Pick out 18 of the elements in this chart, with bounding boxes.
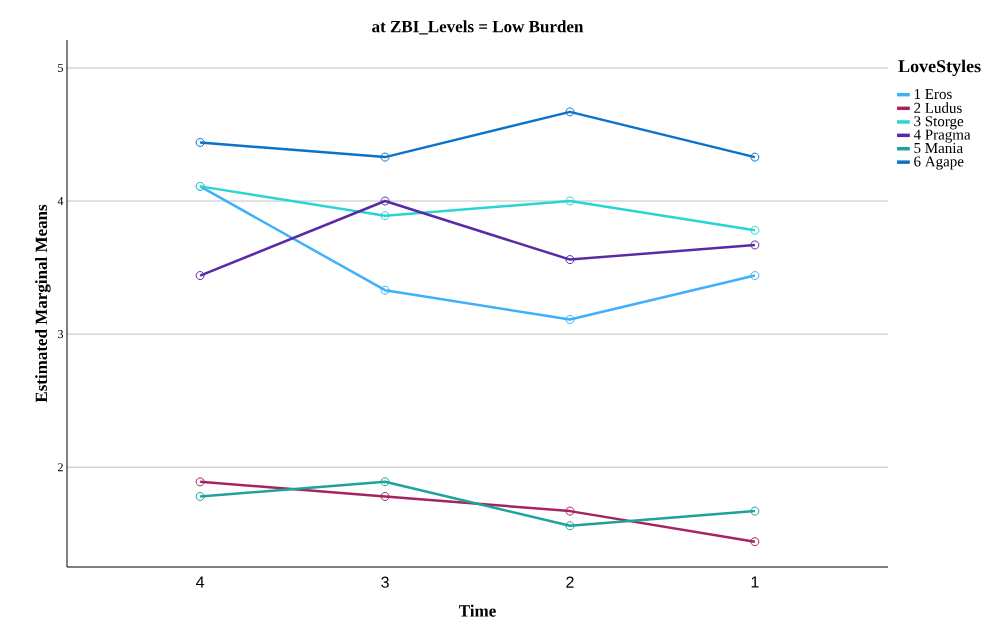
x-tick-label: 3: [381, 576, 389, 588]
x-tick-label: 1: [751, 576, 759, 588]
y-tick-label: 3: [58, 330, 64, 339]
legend-label: 6 Agape: [914, 156, 964, 170]
chart-title: at ZBI_Levels = Low Burden: [372, 20, 584, 35]
y-tick-label: 2: [58, 463, 63, 472]
y-axis-title: Estimated Marginal Means: [35, 204, 51, 403]
legend-title: LoveStyles: [898, 59, 981, 76]
x-axis-title: Time: [459, 604, 496, 617]
x-tick-label: 4: [196, 576, 205, 588]
legend-label: 1 Eros: [914, 88, 952, 100]
legend-label: 3 Storge: [914, 116, 964, 130]
y-tick-label: 4: [57, 197, 64, 205]
x-tick-label: 2: [566, 576, 574, 588]
legend-label: 2 Ludus: [914, 102, 962, 113]
y-tick-label: 5: [58, 63, 64, 72]
legend-label: 4 Pragma: [913, 129, 971, 143]
legend-label: 5 Mania: [914, 143, 963, 154]
